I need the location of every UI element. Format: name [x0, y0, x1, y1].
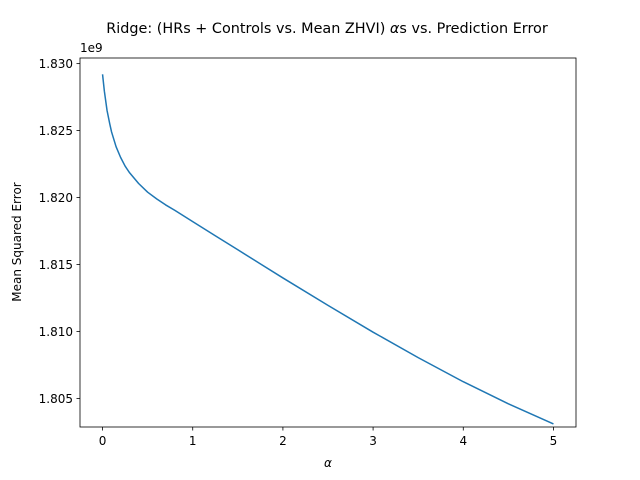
x-tick-label: 5 [550, 434, 558, 448]
x-tick-label: 2 [279, 434, 287, 448]
x-tick-label: 3 [369, 434, 377, 448]
plot-area: 0 1 2 3 4 5 1.805 1.810 1.815 1.820 1.825 1.830 [39, 57, 577, 448]
y-tick-label: 1.810 [39, 325, 73, 339]
y-tick-label: 1.820 [39, 191, 73, 205]
x-tick-label: 0 [99, 434, 107, 448]
axes-frame [79, 57, 577, 428]
y-tick-label: 1.825 [39, 124, 73, 138]
y-tick-label: 1.815 [39, 258, 73, 272]
y-tick-label: 1.830 [39, 57, 73, 71]
x-axis-label: α [324, 456, 332, 470]
y-axis-label: Mean Squared Error [10, 182, 24, 302]
chart-title: Ridge: (HRs + Controls vs. Mean ZHVI) αs… [106, 21, 548, 37]
series-line-0 [101, 74, 554, 425]
y-tick-label: 1.805 [39, 392, 73, 406]
y-offset-label: 1e9 [80, 41, 103, 55]
x-tick-label: 1 [189, 434, 197, 448]
x-tick-label: 4 [459, 434, 467, 448]
